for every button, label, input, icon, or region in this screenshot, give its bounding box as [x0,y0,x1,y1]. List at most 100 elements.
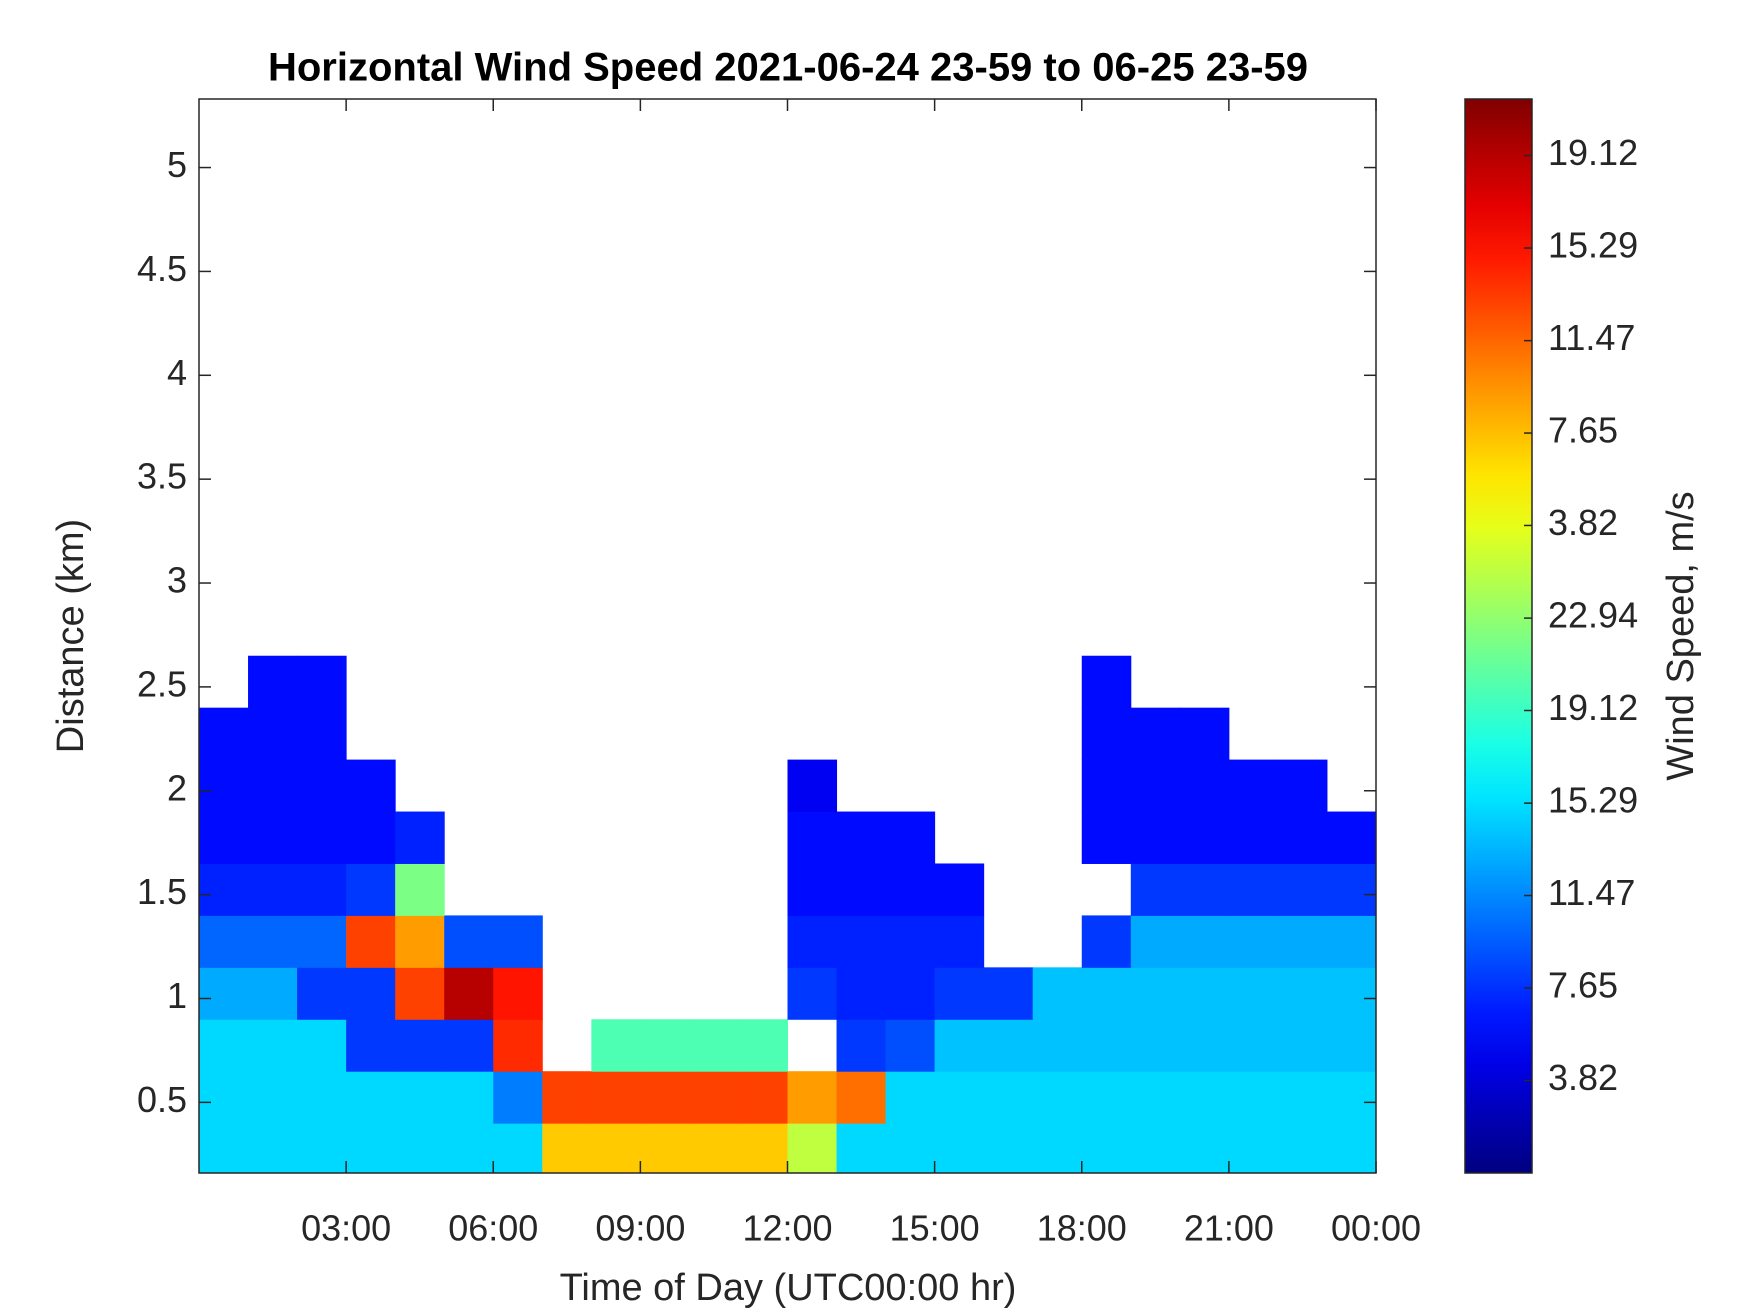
heatmap-cell [1179,1123,1230,1173]
heatmap-cell [787,967,838,1020]
heatmap-cell [1326,967,1376,1020]
heatmap-cell [1179,759,1230,813]
heatmap-cell [836,1019,887,1072]
heatmap-cell [836,967,887,1020]
heatmap-cell [836,811,887,864]
heatmap-cell [1130,759,1181,813]
heatmap-cell [297,915,347,968]
y-tick-label: 0.5 [137,1079,187,1120]
heatmap-cell [1277,967,1328,1020]
heatmap-cell [836,1123,887,1173]
heatmap-cell [395,1071,445,1124]
heatmap-cell [248,1071,298,1124]
heatmap-cell [395,863,445,916]
heatmap-cell [1081,915,1132,968]
heatmap-cell [542,1071,592,1124]
heatmap-cell [1326,1071,1376,1124]
heatmap-cell [248,759,298,813]
heatmap-cell [1081,759,1132,813]
heatmap-cell [444,1123,494,1173]
heatmap-cell [1081,1019,1132,1072]
colorbar [1464,98,1533,1174]
heatmap-cell [1228,967,1279,1020]
colorbar-tick-label: 3.82 [1548,1057,1618,1098]
y-tick-label: 1 [167,975,187,1016]
heatmap-cell [493,1019,543,1072]
heatmap-cell [1130,1071,1181,1124]
colorbar-tick-label: 22.94 [1548,595,1638,636]
heatmap-cell [1130,915,1181,968]
heatmap-cell [346,811,396,864]
colorbar-tick-label: 3.82 [1548,502,1618,543]
heatmap-cell [248,1019,298,1072]
heatmap-cell [346,863,396,916]
heatmap-cell [199,759,249,813]
y-tick-label: 5 [167,144,187,185]
heatmap-cell [1179,967,1230,1020]
heatmap-cell [199,915,249,968]
heatmap-cell [199,967,249,1020]
heatmap-cell [199,707,249,761]
heatmap-cell [787,811,838,864]
heatmap-cell [787,863,838,916]
heatmap-cell [297,707,347,761]
heatmap-cell [885,915,936,968]
heatmap-cell [836,1071,887,1124]
colorbar-tick-label: 7.65 [1548,410,1618,451]
y-tick-label: 3.5 [137,456,187,497]
heatmap-cell [1326,1019,1376,1072]
heatmap-cell [1228,1123,1279,1173]
heatmap-cell [1081,655,1132,709]
heatmap-cell [934,863,985,916]
heatmap-cell [934,1071,985,1124]
heatmap-cell [199,1123,249,1173]
x-axis-label: Time of Day (UTC00:00 hr) [560,1267,1017,1309]
heatmap-cell [934,1123,985,1173]
heatmap-cell [885,967,936,1020]
heatmap-cell [395,1123,445,1173]
heatmap-cell [297,655,347,709]
colorbar-tick-label: 11.47 [1548,317,1635,358]
heatmap-cell [640,1071,690,1124]
heatmap-cell [1277,863,1328,916]
heatmap-cell [346,1019,396,1072]
heatmap-cell [444,967,494,1020]
heatmap-cell [934,1019,985,1072]
heatmap-cell [199,1019,249,1072]
heatmap-cell [1326,863,1376,916]
heatmap-cell [738,1123,788,1173]
heatmap-cell [1277,915,1328,968]
heatmap [199,655,1376,1173]
heatmap-cell [1032,1123,1083,1173]
x-tick-label: 15:00 [890,1208,980,1249]
heatmap-cell [1228,863,1279,916]
heatmap-cell [248,915,298,968]
x-tick-label: 03:00 [301,1208,391,1249]
x-tick-label: 18:00 [1037,1208,1127,1249]
heatmap-cell [1179,707,1230,761]
heatmap-cell [1326,811,1376,864]
heatmap-cell [983,1019,1034,1072]
heatmap-cell [199,863,249,916]
heatmap-cell [885,1019,936,1072]
heatmap-cell [542,1123,592,1173]
heatmap-cell [395,915,445,968]
x-tick-label: 21:00 [1184,1208,1274,1249]
heatmap-cell [885,811,936,864]
heatmap-cell [248,811,298,864]
x-tick-label: 12:00 [742,1208,832,1249]
heatmap-cell [1081,967,1132,1020]
heatmap-cell [1032,1019,1083,1072]
heatmap-cell [1277,1019,1328,1072]
heatmap-cell [346,1123,396,1173]
heatmap-cell [493,967,543,1020]
heatmap-cell [1081,1123,1132,1173]
heatmap-cell [297,759,347,813]
heatmap-cell [1179,1019,1230,1072]
heatmap-cell [1130,1019,1181,1072]
y-tick-label: 1.5 [137,871,187,912]
heatmap-cell [444,915,494,968]
heatmap-cell [1277,811,1328,864]
heatmap-cell [346,759,396,813]
